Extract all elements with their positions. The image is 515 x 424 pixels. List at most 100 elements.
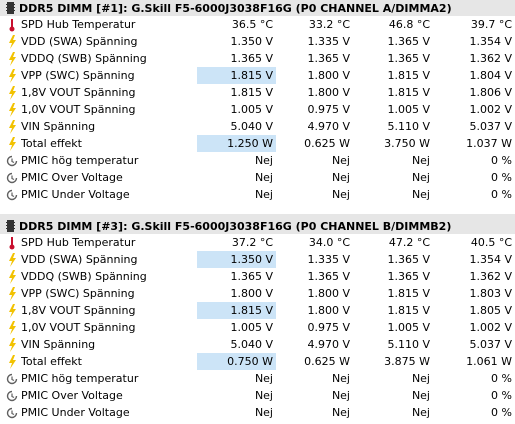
minimum-value: Nej — [331, 389, 350, 402]
maximum-value: 1.365 V — [387, 253, 430, 266]
clock-icon — [6, 372, 18, 386]
current-value: Nej — [254, 154, 273, 167]
lightning-icon — [6, 85, 18, 100]
sensor-row[interactable]: PMIC Over Voltage Nej Nej Nej 0 % — [0, 169, 515, 186]
maximum-value: Nej — [411, 154, 430, 167]
section-title: DDR5 DIMM [#3]: G.Skill F5-6000J3038F16G… — [19, 219, 452, 233]
average-value: 0 % — [491, 171, 512, 184]
maximum-value: Nej — [411, 372, 430, 385]
section-header[interactable]: DDR5 DIMM [#1]: G.Skill F5-6000J3038F16G… — [0, 0, 515, 16]
maximum-value: 1.005 V — [387, 321, 430, 334]
lightning-icon — [6, 68, 18, 83]
sensor-row[interactable]: Total effekt 1.250 W 0.625 W 3.750 W 1.037 W — [0, 135, 515, 152]
minimum-value: 0.975 V — [307, 103, 350, 116]
maximum-value: 5.110 V — [387, 338, 430, 351]
maximum-value: Nej — [411, 389, 430, 402]
minimum-value: 1.365 V — [307, 270, 350, 283]
current-value: 1.005 V — [230, 321, 273, 334]
maximum-value: 5.110 V — [387, 120, 430, 133]
sensor-label: PMIC Under Voltage — [21, 188, 130, 201]
sensor-row[interactable]: 1,0V VOUT Spänning 1.005 V 0.975 V 1.005 V 1… — [0, 319, 515, 336]
sensor-label: 1,8V VOUT Spänning — [21, 304, 136, 317]
sensor-row[interactable]: SPD Hub Temperatur 36.5 °C 33.2 °C 46.8 °C 3… — [0, 16, 515, 33]
average-value: 0 % — [491, 188, 512, 201]
minimum-value: Nej — [331, 154, 350, 167]
sensor-row[interactable]: 1,0V VOUT Spänning 1.005 V 0.975 V 1.005 V 1… — [0, 101, 515, 118]
sensor-row[interactable]: Total effekt 0.750 W 0.625 W 3.875 W 1.061 W — [0, 353, 515, 370]
minimum-value: 1.335 V — [307, 35, 350, 48]
maximum-value: 1.005 V — [387, 103, 430, 116]
current-value: Nej — [254, 372, 273, 385]
minimum-value: 34.0 °C — [308, 236, 350, 249]
maximum-value: Nej — [411, 406, 430, 419]
sensor-label: Total effekt — [21, 355, 82, 368]
thermometer-icon — [6, 236, 18, 250]
sensor-row[interactable]: 1,8V VOUT Spänning 1.815 V 1.800 V 1.815 V 1… — [0, 302, 515, 319]
lightning-icon — [6, 252, 18, 267]
average-value: 1.037 W — [466, 137, 512, 150]
average-value: 1.362 V — [469, 52, 512, 65]
sensor-label: VDDQ (SWB) Spänning — [21, 270, 147, 283]
sensor-row[interactable]: PMIC hög temperatur Nej Nej Nej 0 % — [0, 370, 515, 387]
sensor-label: 1,0V VOUT Spänning — [21, 321, 136, 334]
maximum-value: 3.875 W — [384, 355, 430, 368]
minimum-value: 1.800 V — [307, 304, 350, 317]
average-value: 39.7 °C — [470, 18, 512, 31]
sensor-row[interactable]: VDDQ (SWB) Spänning 1.365 V 1.365 V 1.365 V… — [0, 50, 515, 67]
sensor-row[interactable]: VPP (SWC) Spänning 1.815 V 1.800 V 1.815 V 1… — [0, 67, 515, 84]
clock-icon — [6, 154, 18, 168]
sensor-row[interactable]: PMIC hög temperatur Nej Nej Nej 0 % — [0, 152, 515, 169]
section-separator — [0, 214, 515, 218]
maximum-value: 1.815 V — [387, 69, 430, 82]
average-value: 1.061 W — [466, 355, 512, 368]
current-value: 1.350 V — [230, 35, 273, 48]
average-value: 0 % — [491, 154, 512, 167]
minimum-value: Nej — [331, 372, 350, 385]
minimum-value: 0.625 W — [304, 137, 350, 150]
current-value: 37.2 °C — [231, 236, 273, 249]
average-value: 1.002 V — [469, 321, 512, 334]
sensor-row[interactable]: SPD Hub Temperatur 37.2 °C 34.0 °C 47.2 °C 4… — [0, 234, 515, 251]
current-value: 1.815 V — [197, 302, 276, 319]
sensor-label: 1,0V VOUT Spänning — [21, 103, 136, 116]
sensor-label: VPP (SWC) Spänning — [21, 287, 135, 300]
minimum-value: 1.800 V — [307, 69, 350, 82]
current-value: Nej — [254, 389, 273, 402]
sensor-row[interactable]: PMIC Over Voltage Nej Nej Nej 0 % — [0, 387, 515, 404]
sensor-row[interactable]: PMIC Under Voltage Nej Nej Nej 0 % — [0, 186, 515, 203]
current-value: 1.815 V — [197, 67, 276, 84]
minimum-value: Nej — [331, 406, 350, 419]
minimum-value: 0.625 W — [304, 355, 350, 368]
maximum-value: 1.365 V — [387, 35, 430, 48]
maximum-value: 46.8 °C — [388, 18, 430, 31]
sensor-row[interactable]: VDD (SWA) Spänning 1.350 V 1.335 V 1.365 V 1… — [0, 251, 515, 268]
sensor-row[interactable]: VDDQ (SWB) Spänning 1.365 V 1.365 V 1.365 V… — [0, 268, 515, 285]
lightning-icon — [6, 337, 18, 352]
lightning-icon — [6, 51, 18, 66]
clock-icon — [6, 188, 18, 202]
current-value: 1.365 V — [230, 270, 273, 283]
current-value: 1.350 V — [197, 251, 276, 268]
maximum-value: 1.815 V — [387, 287, 430, 300]
lightning-icon — [6, 269, 18, 284]
current-value: 1.815 V — [230, 86, 273, 99]
average-value: 1.002 V — [469, 103, 512, 116]
minimum-value: 4.970 V — [307, 120, 350, 133]
lightning-icon — [6, 354, 18, 369]
current-value: 1.365 V — [230, 52, 273, 65]
average-value: 0 % — [491, 372, 512, 385]
average-value: 0 % — [491, 389, 512, 402]
maximum-value: 3.750 W — [384, 137, 430, 150]
section-header[interactable]: DDR5 DIMM [#3]: G.Skill F5-6000J3038F16G… — [0, 218, 515, 234]
sensor-row[interactable]: VPP (SWC) Spänning 1.800 V 1.800 V 1.815 V 1… — [0, 285, 515, 302]
sensor-row[interactable]: VDD (SWA) Spänning 1.350 V 1.335 V 1.365 V 1… — [0, 33, 515, 50]
sensor-row[interactable]: VIN Spänning 5.040 V 4.970 V 5.110 V 5.037 V — [0, 336, 515, 353]
average-value: 0 % — [491, 406, 512, 419]
lightning-icon — [6, 119, 18, 134]
sensor-label: SPD Hub Temperatur — [21, 236, 136, 249]
sensor-row[interactable]: 1,8V VOUT Spänning 1.815 V 1.800 V 1.815 V 1… — [0, 84, 515, 101]
minimum-value: Nej — [331, 188, 350, 201]
sensor-row[interactable]: PMIC Under Voltage Nej Nej Nej 0 % — [0, 404, 515, 421]
sensor-row[interactable]: VIN Spänning 5.040 V 4.970 V 5.110 V 5.037 V — [0, 118, 515, 135]
sensor-label: SPD Hub Temperatur — [21, 18, 136, 31]
